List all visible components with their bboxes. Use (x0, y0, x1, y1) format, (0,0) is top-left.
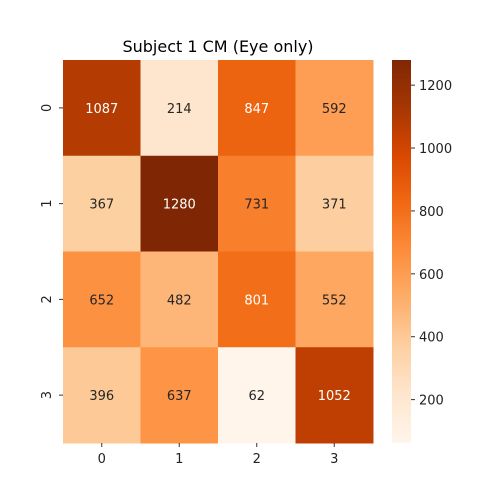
heatmap-cells (63, 60, 374, 444)
colorbar-gradient (392, 60, 411, 443)
colorbar: 200 400 600 800 1000 1200 (392, 60, 452, 443)
cell-value-label: 371 (322, 198, 347, 213)
cell-value-label: 1052 (318, 389, 351, 404)
colorbar-tick-label: 400 (419, 331, 444, 346)
colorbar-tick-label: 200 (419, 394, 444, 409)
cell-value-label: 367 (89, 198, 114, 213)
cell-value-label: 731 (244, 198, 269, 213)
cell-value-label: 637 (167, 389, 192, 404)
cell-value-label: 1280 (163, 198, 196, 213)
x-axis: 0 1 2 3 (98, 443, 339, 467)
colorbar-tick-label: 800 (419, 205, 444, 220)
cell-value-label: 652 (89, 293, 114, 308)
colorbar-tick-label: 600 (419, 268, 444, 283)
cell-value-label: 482 (167, 293, 192, 308)
y-tick-label: 3 (40, 391, 55, 399)
cell-value-label: 592 (322, 102, 347, 117)
cell-value-label: 396 (89, 389, 114, 404)
colorbar-tick-label: 1200 (419, 79, 452, 94)
y-tick-label: 2 (40, 295, 55, 303)
x-tick-label: 2 (253, 452, 261, 467)
x-tick-label: 1 (175, 452, 183, 467)
chart-title: Subject 1 CM (Eye only) (122, 37, 313, 56)
cell-value-label: 62 (248, 389, 265, 404)
cell-value-label: 847 (244, 102, 269, 117)
cell-value-label: 214 (167, 102, 192, 117)
colorbar-tick-label: 1000 (419, 142, 452, 157)
y-tick-label: 0 (40, 104, 55, 112)
y-tick-label: 1 (40, 199, 55, 207)
x-tick-label: 0 (98, 452, 106, 467)
x-tick-label: 3 (330, 452, 338, 467)
cell-value-label: 801 (244, 293, 269, 308)
y-axis: 0 1 2 3 (40, 104, 63, 400)
cell-value-label: 552 (322, 293, 347, 308)
cell-value-label: 1087 (85, 102, 118, 117)
